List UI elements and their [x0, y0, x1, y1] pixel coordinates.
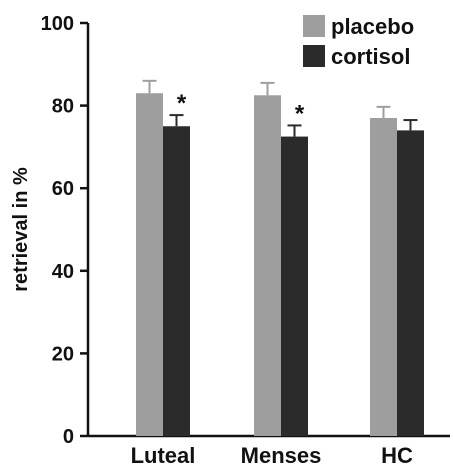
bar-placebo-hc: [370, 117, 397, 437]
y-tick-label: 100: [41, 13, 74, 35]
legend: placebo cortisol: [303, 14, 414, 69]
x-tick-labels: Luteal Menses HC: [131, 443, 413, 464]
x-tick-label-menses: Menses: [241, 443, 322, 464]
y-tick-label: 60: [52, 178, 74, 200]
y-tick-label: 80: [52, 96, 74, 118]
legend-label-placebo: placebo: [331, 14, 414, 39]
significance-marker: *: [295, 100, 305, 127]
x-tick-label-luteal: Luteal: [131, 443, 196, 464]
y-tick-label: 0: [63, 426, 74, 448]
legend-label-cortisol: cortisol: [331, 44, 410, 69]
significance-marker: *: [177, 90, 187, 117]
error-bars: [142, 79, 418, 137]
y-tick-label: 20: [52, 343, 74, 365]
bar-cortisol-luteal: [163, 126, 190, 436]
bar-cortisol-hc: [397, 130, 424, 436]
bar-cortisol-menses: [281, 136, 308, 436]
bars: [136, 93, 424, 437]
x-tick-label-hc: HC: [381, 443, 413, 464]
annotations: * *: [177, 90, 305, 127]
bar-placebo-menses: [254, 95, 281, 437]
bar-placebo-luteal: [136, 93, 163, 437]
y-tick-label: 40: [52, 261, 74, 283]
legend-swatch-placebo: [303, 15, 325, 37]
y-axis-label: retrieval in %: [10, 167, 32, 292]
legend-swatch-cortisol: [303, 45, 325, 67]
y-ticks: 0 20 40 60 80 100: [41, 13, 88, 448]
